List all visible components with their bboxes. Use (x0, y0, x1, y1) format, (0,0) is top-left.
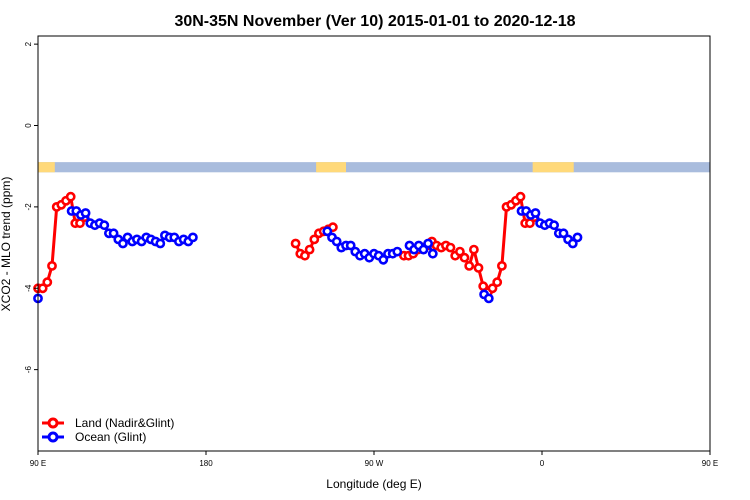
data-point-ocean-glint-64 (572, 232, 583, 243)
chart-title: 30N-35N November (Ver 10) 2015-01-01 to … (174, 13, 575, 30)
data-point-land-nadir-glint-3 (47, 260, 57, 271)
y-tick-label-3: -4 (24, 284, 33, 292)
data-point-land-nadir-glint-7 (65, 191, 76, 202)
data-point-ocean-glint-8 (99, 220, 110, 231)
data-point-land-nadir-glint-36 (473, 262, 484, 273)
y-axis: 2 0 -2 -4 -6 (24, 41, 38, 373)
x-tick-label-4: 90 E (702, 459, 718, 468)
data-point-ocean-glint-12 (118, 238, 128, 249)
data-point-ocean-glint-61 (558, 228, 569, 239)
data-point-land-nadir-glint-40 (492, 277, 503, 288)
y-axis-label: XCO2 - MLO trend (ppm) (0, 177, 13, 312)
legend-marker-ocean (47, 431, 59, 443)
data-point-land-nadir-glint-14 (304, 244, 315, 255)
y-tick-label-0: 2 (24, 41, 33, 46)
data-point-ocean-glint-27 (187, 232, 198, 243)
legend: Land (Nadir&Glint) Ocean (Glint) (42, 416, 174, 444)
x-tick-label-1: 180 (199, 459, 213, 468)
data-point-ocean-glint-4 (80, 208, 91, 218)
land-segment-1 (316, 162, 346, 173)
data-point-land-nadir-glint-2 (42, 277, 53, 288)
data-point-ocean-glint-30 (331, 236, 342, 247)
data-point-land-nadir-glint-11 (290, 238, 301, 249)
land-segment-2 (532, 162, 574, 173)
data-point-land-nadir-glint-32 (454, 246, 465, 257)
data-point-ocean-glint-20 (155, 238, 166, 249)
data-point-ocean-glint-59 (549, 220, 559, 231)
data-point-ocean-glint-48 (423, 238, 433, 249)
data-point-land-nadir-glint-34 (464, 260, 475, 271)
x-axis: 90 E 180 90 W 0 90 E (30, 451, 718, 468)
legend-label-land: Land (Nadir&Glint) (75, 416, 174, 430)
data-point-land-nadir-glint-30 (445, 242, 456, 253)
data-point-land-nadir-glint-33 (459, 252, 470, 263)
series-layer (33, 191, 583, 304)
data-point-ocean-glint-49 (427, 248, 438, 259)
data-point-ocean-glint-33 (345, 240, 356, 251)
land-segment-0 (38, 162, 55, 173)
legend-marker-land (47, 417, 59, 429)
data-point-ocean-glint-10 (108, 228, 119, 239)
data-point-land-nadir-glint-1 (37, 283, 48, 294)
data-point-land-nadir-glint-41 (496, 260, 507, 271)
y-tick-label-2: -2 (24, 203, 33, 211)
legend-label-ocean: Ocean (Glint) (75, 430, 146, 444)
x-tick-label-3: 0 (540, 459, 545, 468)
x-axis-label: Longitude (deg E) (326, 477, 421, 491)
x-tick-label-2: 90 W (365, 459, 384, 468)
land-ocean-mask (38, 162, 710, 173)
data-point-land-nadir-glint-13 (299, 250, 310, 261)
series-ocean-glint (33, 206, 583, 304)
data-point-ocean-glint-43 (392, 246, 403, 257)
data-point-ocean-glint-55 (530, 208, 541, 218)
data-point-ocean-glint-63 (567, 238, 578, 249)
y-tick-label-4: -6 (24, 366, 33, 374)
data-point-ocean-glint-47 (418, 244, 429, 255)
data-point-ocean-glint-28 (322, 226, 333, 237)
data-point-ocean-glint-40 (378, 254, 389, 265)
y-tick-label-1: 0 (24, 123, 33, 128)
data-point-land-nadir-glint-45 (515, 191, 526, 202)
data-point-land-nadir-glint-35 (468, 244, 479, 255)
ocean-band (38, 162, 710, 173)
data-point-ocean-glint-51 (483, 293, 494, 304)
x-tick-label-0: 90 E (30, 459, 46, 468)
data-point-land-nadir-glint-39 (487, 283, 498, 294)
data-point-land-nadir-glint-15 (309, 234, 320, 245)
